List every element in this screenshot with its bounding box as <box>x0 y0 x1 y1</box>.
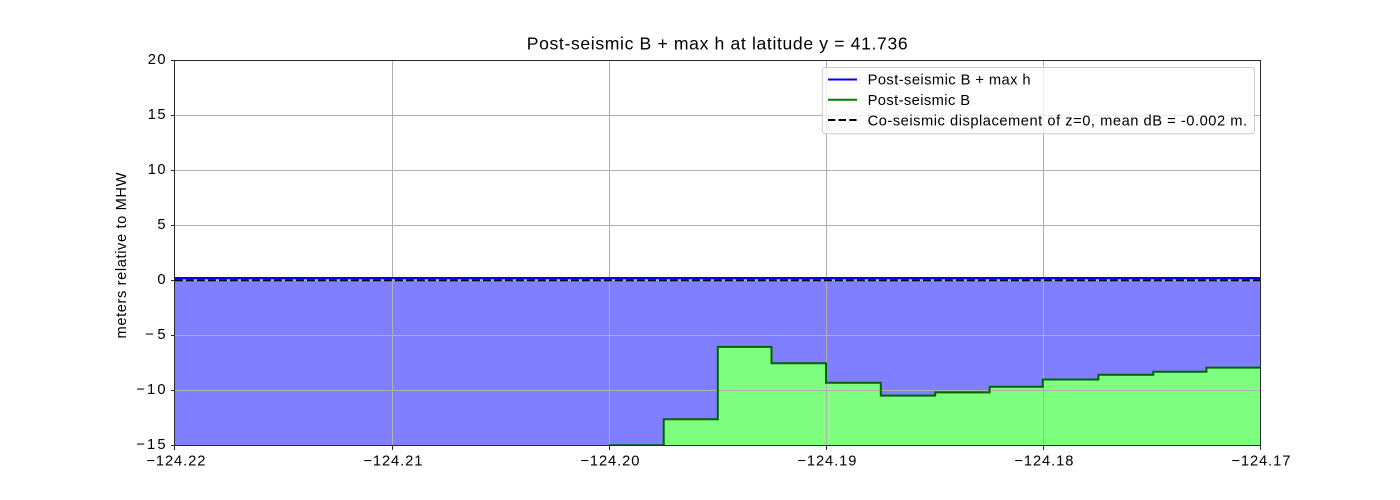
svg-text:−10: −10 <box>136 382 165 398</box>
svg-text:−5: −5 <box>145 327 166 343</box>
svg-text:−124.18: −124.18 <box>1014 454 1073 470</box>
svg-text:5: 5 <box>157 217 165 233</box>
svg-text:−124.17: −124.17 <box>1231 454 1290 470</box>
svg-text:20: 20 <box>148 52 166 68</box>
svg-text:Post-seismic B + max h: Post-seismic B + max h <box>868 73 1031 89</box>
svg-text:−124.21: −124.21 <box>363 454 422 470</box>
svg-text:−124.19: −124.19 <box>797 454 856 470</box>
svg-text:meters relative to MHW: meters relative to MHW <box>114 172 130 338</box>
svg-text:15: 15 <box>148 107 166 123</box>
svg-text:Post-seismic B + max h at lati: Post-seismic B + max h at latitude y = 4… <box>527 33 908 53</box>
svg-text:10: 10 <box>148 162 166 178</box>
svg-text:−124.22: −124.22 <box>146 454 205 470</box>
svg-text:Co-seismic displacement of z=0: Co-seismic displacement of z=0, mean dB … <box>868 113 1248 129</box>
svg-text:−15: −15 <box>136 437 165 453</box>
svg-text:Post-seismic B: Post-seismic B <box>868 93 971 109</box>
svg-text:0: 0 <box>157 272 165 288</box>
svg-text:−124.20: −124.20 <box>580 454 639 470</box>
